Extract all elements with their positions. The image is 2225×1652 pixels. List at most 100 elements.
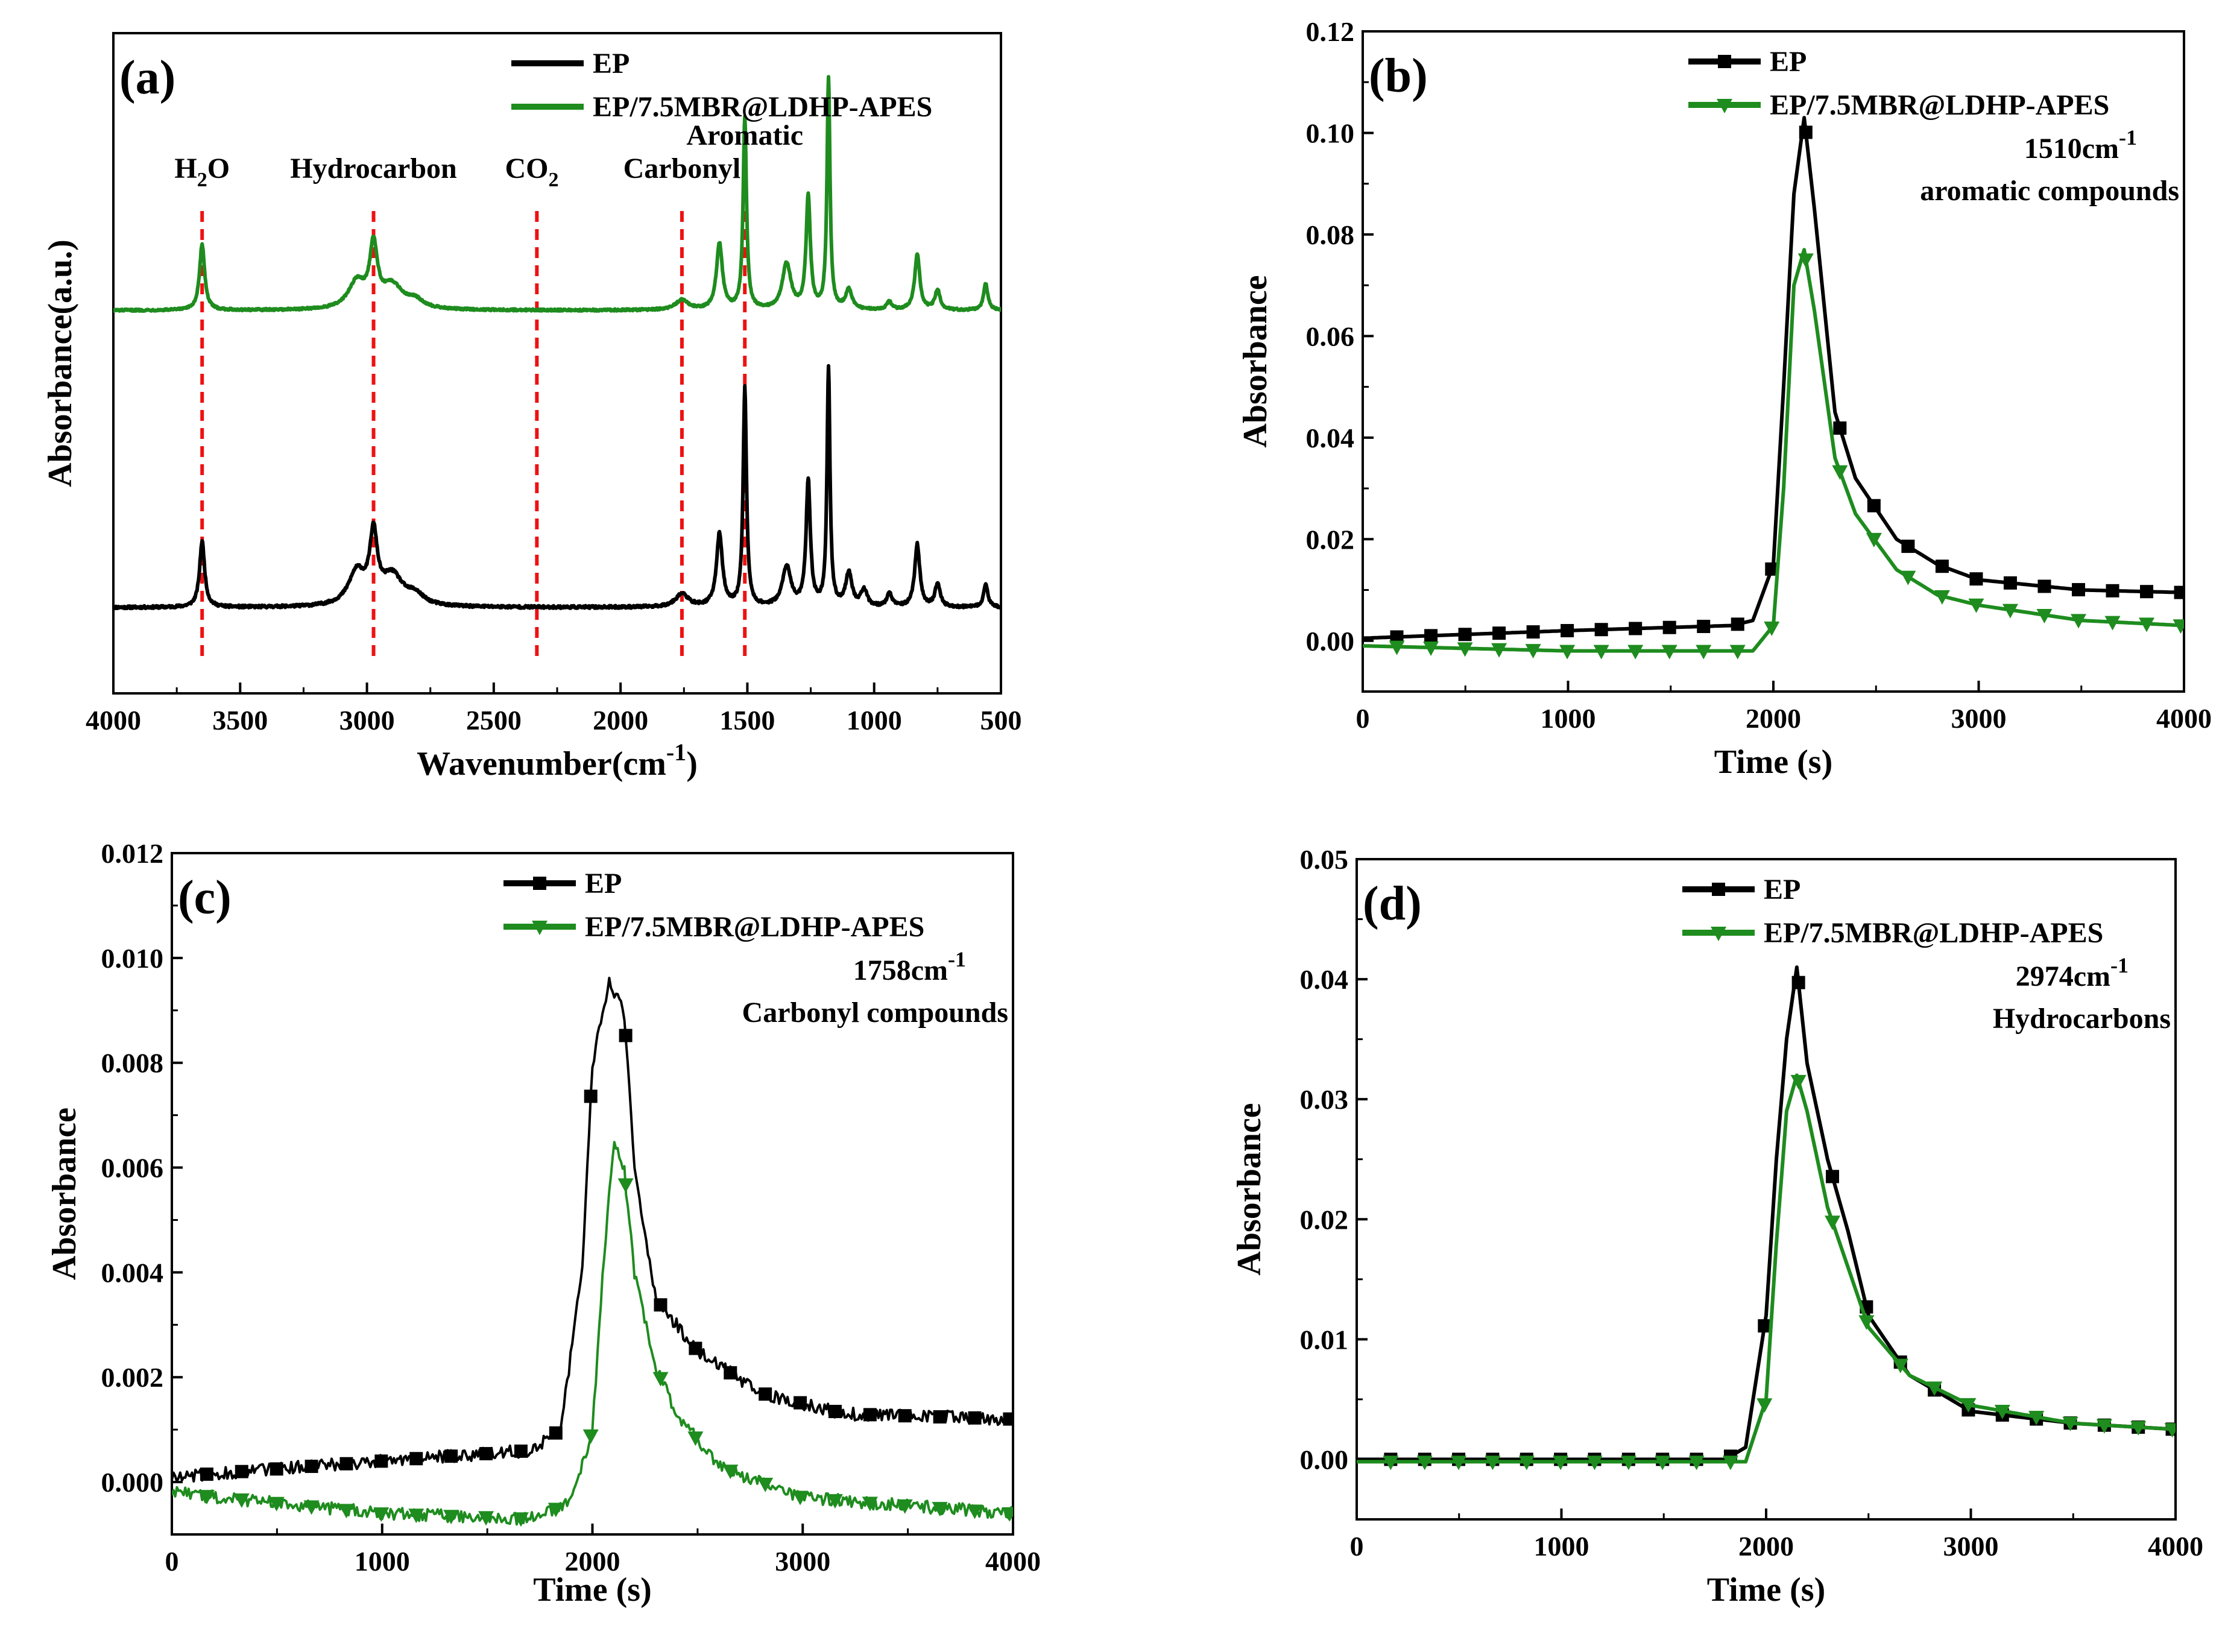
x-tick-label: 2500 xyxy=(466,705,522,736)
data-marker xyxy=(479,1447,493,1461)
y-tick-label: 0.008 xyxy=(101,1048,164,1079)
annotation-label: H2O xyxy=(174,153,230,191)
data-marker xyxy=(374,1454,388,1468)
series-line-ep xyxy=(113,364,1001,611)
plot-area xyxy=(1357,965,2176,1471)
data-marker xyxy=(1559,645,1576,660)
legend-marker xyxy=(1717,99,1732,113)
panel-a: 4000 3500 3000 2500 2000 1500 1000 500 Wavenumbe… xyxy=(42,32,1022,783)
data-marker xyxy=(1731,617,1744,631)
data-marker xyxy=(2070,614,2086,629)
annotation-compound: Carbonyl compounds xyxy=(742,997,1008,1029)
panel-label: (b) xyxy=(1369,49,1428,102)
data-marker xyxy=(1901,540,1915,553)
data-marker xyxy=(1935,560,1949,573)
x-tick-label: 3500 xyxy=(212,705,268,736)
data-marker xyxy=(652,1372,669,1387)
data-marker xyxy=(689,1341,702,1355)
plot-area xyxy=(113,75,1001,663)
y-tick-label: 0.05 xyxy=(1300,844,1349,875)
data-marker xyxy=(1661,645,1677,660)
data-marker xyxy=(1697,619,1711,633)
data-marker xyxy=(2003,576,2017,590)
y-axis-label: Absorbance xyxy=(46,1108,83,1280)
data-marker xyxy=(1627,645,1644,660)
x-tick-label: 2000 xyxy=(1746,703,1801,734)
data-marker xyxy=(2002,604,2018,619)
data-marker xyxy=(584,1089,598,1103)
data-marker xyxy=(443,1510,459,1525)
y-tick-label: 0.012 xyxy=(101,838,164,869)
data-marker xyxy=(757,1477,774,1492)
data-marker xyxy=(1892,1358,1908,1373)
data-marker xyxy=(619,1029,633,1042)
y-tick-label: 0.12 xyxy=(1306,16,1355,47)
series-line-ep xyxy=(172,977,1013,1483)
y-tick-label: 0.004 xyxy=(101,1257,164,1288)
data-marker xyxy=(305,1460,318,1474)
data-marker xyxy=(759,1387,772,1401)
legend-label: EP xyxy=(585,868,622,900)
x-tick-label: 3000 xyxy=(1943,1531,1999,1562)
data-marker xyxy=(2106,584,2119,597)
data-marker xyxy=(2036,608,2053,623)
data-marker xyxy=(2173,619,2184,634)
data-marker xyxy=(514,1444,528,1458)
x-tick-label: 1000 xyxy=(847,705,902,736)
x-axis-label: Time (s) xyxy=(1707,1571,1826,1609)
data-marker xyxy=(1960,1398,1977,1413)
legend-label: EP/7.5MBR@LDHP-APES xyxy=(585,911,924,943)
data-marker xyxy=(2174,585,2184,599)
x-axis-label: Time (s) xyxy=(533,1571,652,1609)
data-marker xyxy=(1833,421,1847,435)
data-marker xyxy=(373,1507,390,1522)
data-marker xyxy=(198,1490,215,1505)
data-marker xyxy=(409,1452,423,1466)
data-marker xyxy=(338,1504,355,1519)
x-tick-label: 4000 xyxy=(86,705,141,736)
data-marker xyxy=(1758,1319,1772,1333)
y-tick-label: 0.02 xyxy=(1300,1204,1349,1235)
data-marker xyxy=(1383,1455,1399,1471)
x-tick-label: 2000 xyxy=(593,705,648,736)
data-marker xyxy=(2104,616,2121,631)
x-tick-label: 1000 xyxy=(1534,1531,1589,1562)
data-marker xyxy=(1867,499,1881,512)
x-tick-label: 500 xyxy=(980,705,1022,736)
data-marker xyxy=(1451,1455,1467,1471)
annotation-compound: Hydrocarbons xyxy=(1993,1003,2171,1035)
data-marker xyxy=(1593,645,1609,660)
data-marker xyxy=(1423,641,1439,656)
legend-label: EP xyxy=(1764,874,1801,906)
data-marker xyxy=(1858,1315,1875,1330)
series-line-ep-mbr xyxy=(1363,248,2184,653)
data-marker xyxy=(1994,1405,2010,1420)
y-axis-label: Absorbance xyxy=(1231,1103,1268,1275)
y-tick-label: 0.01 xyxy=(1300,1324,1349,1355)
data-marker xyxy=(1791,976,1805,989)
legend-marker xyxy=(1711,927,1726,941)
y-axis-label: Absorbance(a.u.) xyxy=(42,239,79,487)
panel-c: 0 1000 2000 3000 4000 0.000 0.002 0.004 0.006 0.0… xyxy=(46,838,1041,1609)
data-marker xyxy=(1553,1455,1569,1471)
data-marker xyxy=(933,1410,947,1423)
plot-area xyxy=(1363,116,2184,660)
data-marker xyxy=(1561,623,1574,637)
annotation-wavenumber: 1510cm-1 xyxy=(2024,125,2137,165)
data-marker xyxy=(1968,598,1984,613)
x-axis-label: Wavenumber(cm-1) xyxy=(417,739,698,783)
data-marker xyxy=(1900,570,1916,585)
data-marker xyxy=(1424,629,1438,643)
y-tick-label: 0.03 xyxy=(1300,1084,1349,1115)
y-tick-label: 0.010 xyxy=(101,943,164,974)
y-tick-label: 0.10 xyxy=(1306,118,1355,148)
data-marker xyxy=(200,1468,213,1481)
y-tick-label: 0.000 xyxy=(101,1467,164,1498)
data-marker xyxy=(1832,465,1848,480)
data-marker xyxy=(863,1408,877,1422)
data-marker xyxy=(2096,1419,2112,1434)
y-axis-label: Absorbance xyxy=(1237,275,1274,447)
data-marker xyxy=(235,1464,248,1478)
legend-marker xyxy=(533,877,546,890)
